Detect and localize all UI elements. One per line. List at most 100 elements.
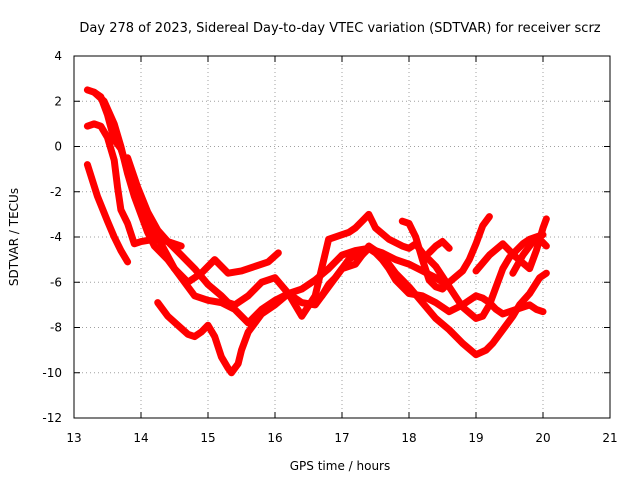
data-point-plus-marker xyxy=(432,299,439,306)
data-point-plus-marker xyxy=(134,184,141,191)
data-point-plus-marker xyxy=(138,238,144,245)
data-point-plus-marker xyxy=(486,252,493,259)
data-point-plus-marker xyxy=(526,290,533,297)
x-tick-label: 16 xyxy=(267,431,282,445)
series-layer xyxy=(83,86,550,377)
data-point-plus-marker xyxy=(131,193,138,200)
data-point-plus-marker xyxy=(426,276,433,283)
data-point-plus-marker xyxy=(91,89,98,96)
data-point-plus-marker xyxy=(526,265,533,272)
data-point-plus-marker xyxy=(231,301,238,308)
data-point-plus-marker xyxy=(235,360,242,367)
series-track-e xyxy=(124,154,547,322)
data-point-plus-marker xyxy=(506,308,513,315)
data-point-plus-marker xyxy=(124,220,131,227)
data-point-plus-marker xyxy=(379,256,386,263)
data-point-plus-marker xyxy=(352,252,359,259)
data-point-plus-marker xyxy=(312,297,319,304)
data-point-plus-marker xyxy=(432,274,439,281)
data-point-plus-marker xyxy=(543,243,550,250)
data-point-plus-marker xyxy=(154,227,161,234)
series-line xyxy=(472,215,550,275)
data-point-plus-marker xyxy=(479,222,486,229)
x-tick-label: 17 xyxy=(334,431,349,445)
data-point-plus-marker xyxy=(426,249,433,256)
data-point-plus-marker xyxy=(191,292,198,299)
data-point-plus-marker xyxy=(104,218,111,225)
series-track-g xyxy=(311,244,547,318)
data-point-plus-marker xyxy=(392,276,399,283)
data-point-plus-marker xyxy=(439,286,446,293)
data-point-plus-marker xyxy=(272,274,278,281)
data-point-plus-marker xyxy=(84,86,91,93)
data-point-plus-marker xyxy=(365,211,372,218)
x-tick-label: 18 xyxy=(401,431,416,445)
data-point-plus-marker xyxy=(499,265,506,272)
data-point-plus-marker xyxy=(117,247,124,254)
data-point-plus-marker xyxy=(419,256,426,263)
data-point-plus-marker xyxy=(419,299,426,306)
data-point-plus-marker xyxy=(94,193,101,200)
data-point-plus-marker xyxy=(519,304,526,311)
data-point-plus-marker xyxy=(479,295,486,302)
data-point-plus-marker xyxy=(178,252,185,259)
data-point-plus-marker xyxy=(111,120,118,127)
data-point-plus-marker xyxy=(111,234,118,240)
x-axis-label: GPS time / hours xyxy=(290,459,391,473)
data-point-plus-marker xyxy=(312,276,319,283)
data-point-plus-marker xyxy=(540,224,546,231)
data-point-plus-marker xyxy=(533,247,540,254)
data-point-plus-marker xyxy=(473,267,479,274)
data-point-plus-marker xyxy=(529,238,536,245)
data-point-plus-marker xyxy=(352,261,359,268)
data-point-plus-marker xyxy=(332,274,339,281)
data-point-plus-marker xyxy=(245,319,252,326)
data-point-plus-marker xyxy=(97,123,104,130)
data-point-plus-marker xyxy=(178,243,185,250)
data-point-plus-marker xyxy=(245,292,252,299)
data-point-plus-marker xyxy=(446,308,453,315)
data-point-plus-marker xyxy=(372,224,379,231)
data-point-plus-marker xyxy=(298,313,305,320)
data-point-plus-marker xyxy=(205,297,211,304)
data-point-plus-marker xyxy=(499,310,506,317)
data-point-plus-marker xyxy=(191,333,198,340)
data-point-plus-marker xyxy=(154,299,161,306)
series-track-k xyxy=(509,235,550,277)
data-point-plus-marker xyxy=(91,120,98,127)
data-point-plus-marker xyxy=(174,322,181,329)
data-point-plus-marker xyxy=(245,329,252,336)
data-point-plus-marker xyxy=(265,258,272,265)
data-point-plus-marker xyxy=(339,231,345,238)
data-point-plus-marker xyxy=(84,161,91,168)
y-tick-label: -6 xyxy=(50,275,62,289)
data-point-plus-marker xyxy=(198,329,205,336)
data-point-plus-marker xyxy=(272,301,278,308)
data-point-plus-marker xyxy=(114,184,121,191)
data-point-plus-marker xyxy=(318,292,325,299)
data-point-plus-marker xyxy=(459,301,466,308)
data-point-plus-marker xyxy=(298,286,305,293)
data-point-plus-marker xyxy=(191,265,198,272)
data-point-plus-marker xyxy=(543,270,550,277)
data-point-plus-marker xyxy=(399,243,406,250)
data-point-plus-marker xyxy=(406,220,412,227)
data-point-plus-marker xyxy=(258,279,265,286)
data-point-plus-marker xyxy=(339,252,345,259)
data-point-plus-marker xyxy=(225,299,232,306)
data-point-plus-marker xyxy=(385,265,392,272)
data-point-plus-marker xyxy=(432,315,439,322)
data-point-plus-marker xyxy=(486,213,493,220)
y-tick-label: -12 xyxy=(42,411,62,425)
y-tick-label: 4 xyxy=(54,49,62,63)
data-point-plus-marker xyxy=(218,353,225,360)
series-track-a xyxy=(83,161,132,266)
data-point-plus-marker xyxy=(164,256,171,263)
data-point-plus-marker xyxy=(275,249,282,256)
data-point-plus-marker xyxy=(325,236,332,243)
data-point-plus-marker xyxy=(372,249,379,256)
data-point-plus-marker xyxy=(184,331,191,338)
data-point-plus-marker xyxy=(473,240,479,247)
